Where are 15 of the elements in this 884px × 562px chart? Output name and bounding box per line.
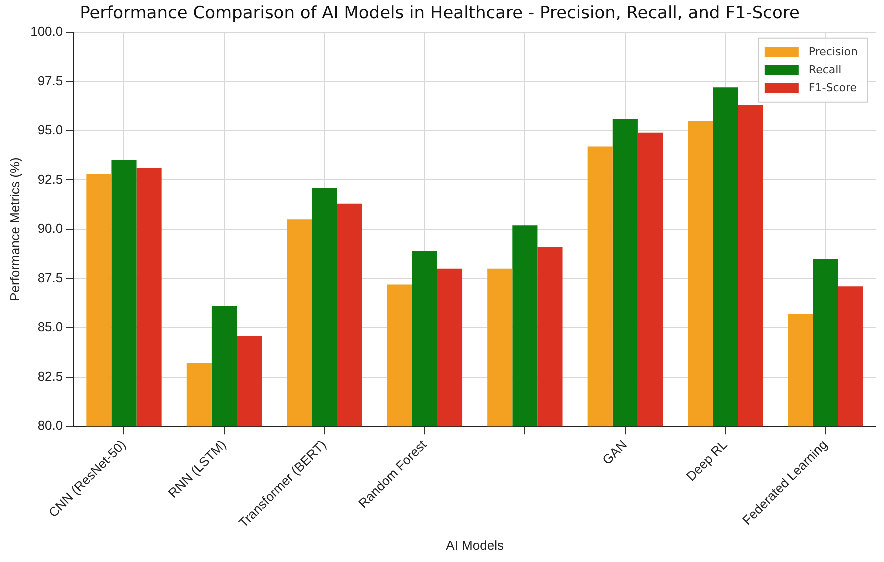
y-tick-label: 82.5 [38,368,64,384]
y-tick-label: 92.5 [38,172,64,187]
y-tick-label: 95.0 [38,122,64,138]
y-tick-label: 85.0 [38,320,64,335]
x-axis-title: AI Models [446,538,504,553]
y-tick-label: 97.5 [38,73,64,88]
y-tick-label: 100.0 [30,24,64,39]
legend-label: Recall [808,63,842,76]
y-tick-label: 87.5 [38,270,64,286]
y-tick-label: 80.0 [38,418,64,434]
legend-label: Precision [808,45,858,58]
chart-title: Performance Comparison of AI Models in Healthcare - Precision, Recall, and F1-Score [80,4,800,24]
legend-label: F1-Score [808,81,858,94]
y-axis-title: Performance Metrics (%) [7,158,22,302]
y-tick-label: 90.0 [38,221,64,236]
